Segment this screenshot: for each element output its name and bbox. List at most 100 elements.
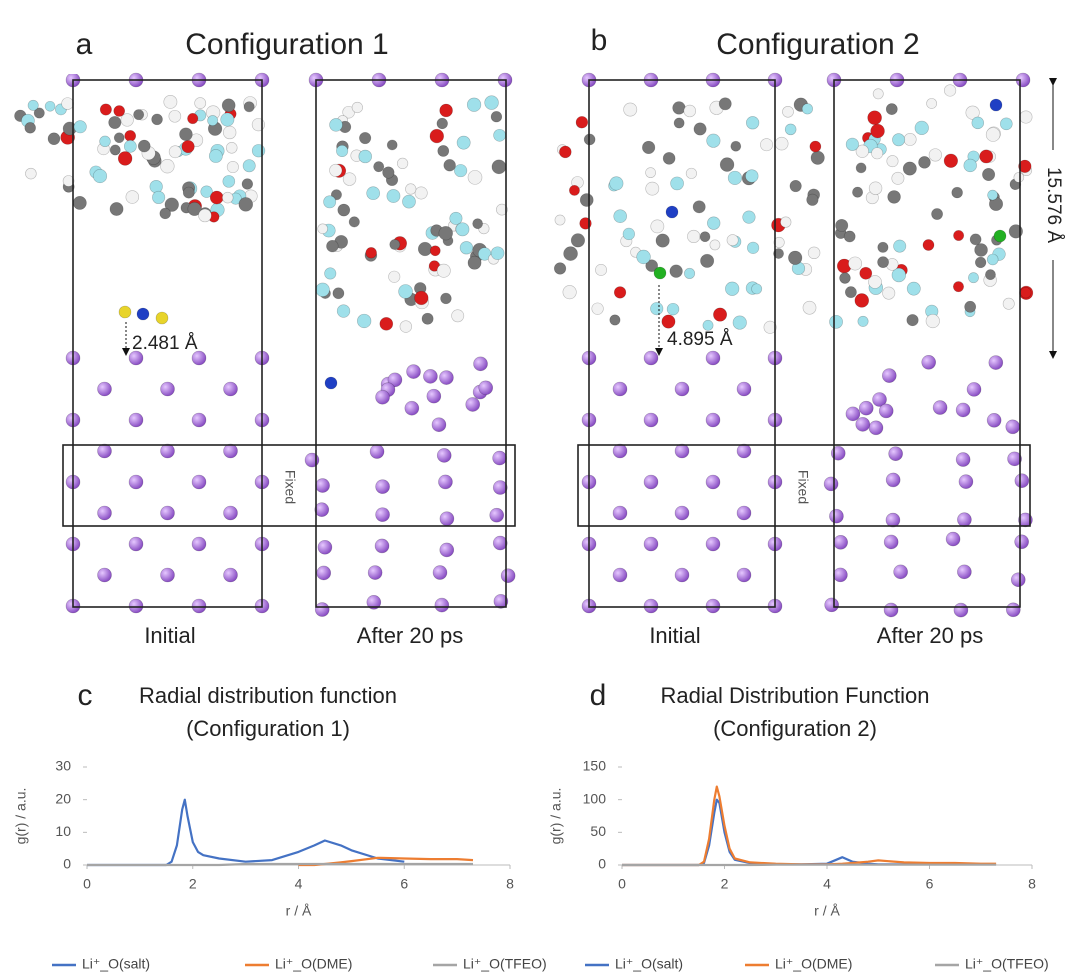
atom (467, 255, 482, 270)
atom (893, 239, 907, 253)
atom (436, 263, 451, 278)
atom (643, 412, 659, 428)
atom (693, 122, 707, 136)
charts-layer: c Radial distribution function (Configurat… (13, 665, 1049, 972)
atom (727, 170, 743, 185)
atom (665, 205, 679, 219)
atom (871, 147, 884, 160)
atom (702, 319, 714, 331)
atom (473, 356, 488, 372)
atom (751, 283, 763, 295)
atom (191, 536, 207, 552)
atom (885, 512, 901, 528)
atom (1019, 110, 1033, 124)
atom (386, 189, 401, 203)
state-label: After 20 ps (877, 623, 983, 648)
atom (24, 122, 36, 134)
atom (845, 406, 861, 422)
atom (612, 443, 628, 459)
atom (198, 208, 212, 223)
atom (97, 505, 112, 521)
atom (554, 214, 566, 226)
atom (128, 412, 144, 428)
atom (763, 320, 777, 334)
atom (829, 508, 844, 524)
atom (943, 84, 957, 97)
atom (595, 264, 607, 276)
atom (304, 452, 320, 468)
atom (932, 400, 948, 415)
atom (951, 186, 963, 199)
atom (434, 597, 450, 613)
atom (187, 201, 202, 216)
atom (382, 166, 395, 179)
atom (439, 370, 454, 385)
atom (974, 243, 988, 257)
atom (609, 176, 624, 191)
x-tick-label: 0 (83, 876, 91, 892)
x-tick-label: 6 (400, 876, 408, 892)
atom (855, 144, 869, 158)
atom (47, 132, 61, 146)
atom (802, 300, 817, 315)
series-line (622, 798, 981, 867)
atom (168, 109, 182, 123)
y-tick-label: 30 (55, 758, 71, 774)
atom (666, 302, 680, 316)
atom (207, 115, 219, 126)
atom (773, 236, 785, 248)
atom (109, 202, 124, 216)
atom (1018, 512, 1033, 528)
y-axis-label: g(r) / a.u. (13, 788, 29, 845)
atom (893, 564, 908, 580)
atom (705, 412, 721, 428)
atom (858, 400, 874, 416)
atom (500, 568, 516, 583)
atom (243, 101, 255, 113)
atom (398, 284, 413, 299)
panel-letter: b (591, 24, 608, 57)
atom (653, 266, 667, 280)
atom (454, 164, 468, 178)
atom (242, 159, 256, 173)
atom (760, 138, 774, 152)
atom (1013, 172, 1025, 183)
atom (459, 241, 474, 255)
atom (1020, 287, 1032, 299)
atom (643, 536, 659, 552)
y-tick-label: 20 (55, 790, 71, 806)
atom (241, 178, 254, 190)
atom (957, 512, 972, 527)
atom (867, 110, 882, 125)
atom (1014, 473, 1030, 489)
atom (789, 180, 802, 193)
fixed-box (62, 444, 516, 527)
atom (685, 167, 697, 179)
atom (673, 117, 685, 129)
atom (784, 123, 797, 136)
atom (438, 226, 453, 241)
atom (1007, 451, 1022, 467)
atom (478, 380, 494, 396)
atom (926, 98, 938, 109)
atom (399, 320, 413, 333)
atom (326, 239, 339, 253)
atom (963, 158, 977, 173)
atom (736, 443, 752, 459)
atom (108, 116, 122, 129)
atom (317, 539, 333, 555)
atom (782, 105, 794, 118)
atom (489, 507, 505, 523)
atom (160, 443, 175, 459)
atom (705, 536, 721, 552)
atom (700, 253, 715, 268)
x-tick-label: 4 (823, 876, 831, 892)
atom (182, 186, 195, 199)
atom (809, 140, 822, 153)
x-tick-label: 8 (1028, 876, 1036, 892)
atom (952, 281, 964, 293)
atom (465, 397, 481, 412)
atom (225, 142, 238, 154)
atom (674, 505, 690, 521)
atom (883, 534, 899, 550)
